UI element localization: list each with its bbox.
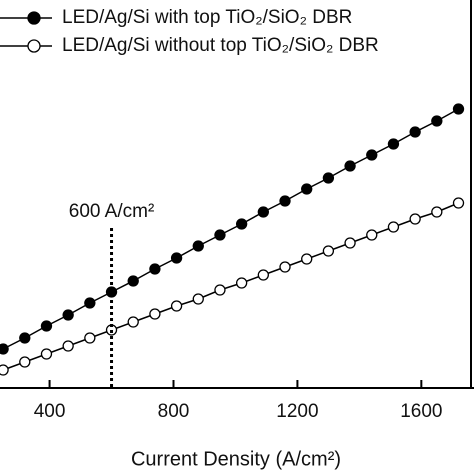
data-point [192,293,204,305]
x-tick-label: 1200 [276,401,318,422]
data-point [192,240,204,252]
data-point [235,218,248,230]
data-point [431,206,443,218]
data-point [409,213,421,225]
data-point [0,343,9,355]
data-point [257,206,269,218]
legend-label: LED/Ag/Si without top TiO₂/SiO₂ DBR [62,35,379,56]
data-point [301,183,313,195]
data-point [214,229,226,241]
data-point [366,149,378,161]
data-point [387,138,400,150]
data-point [0,364,9,376]
data-point [214,284,226,296]
data-point [127,275,139,287]
data-point [366,229,378,241]
data-point [344,160,356,172]
plot-area [0,103,465,376]
data-point [387,221,400,233]
data-point [322,245,335,257]
annotation-label: 600 A/cm² [69,201,155,222]
data-point [452,103,465,115]
data-point [279,261,291,273]
data-point [301,253,313,265]
data-point [62,309,74,321]
data-point [409,126,421,138]
data-point [84,332,96,344]
data-point [235,277,248,289]
data-point [170,252,183,264]
data-point [431,115,443,127]
data-point [19,356,31,368]
data-point [40,320,53,332]
data-point [84,297,96,309]
data-point [257,269,269,281]
data-point [62,340,74,352]
data-point [40,348,53,360]
data-point [322,172,335,184]
data-point [19,332,31,344]
x-tick-label: 400 [34,401,66,422]
x-axis-title: Current Density (A/cm²) [131,448,341,470]
data-point [127,316,139,328]
data-point [149,263,161,275]
legend-marker [27,11,41,25]
x-tick-label: 800 [158,401,190,422]
legend-marker [27,39,41,53]
data-point [452,197,465,209]
data-point [170,300,183,312]
x-tick-label: 1600 [400,401,442,422]
series-line [2,108,459,350]
data-point [344,237,356,249]
data-point [279,195,291,207]
data-point [149,308,161,320]
series-line [2,202,459,371]
legend-label: LED/Ag/Si with top TiO₂/SiO₂ DBR [62,7,352,28]
